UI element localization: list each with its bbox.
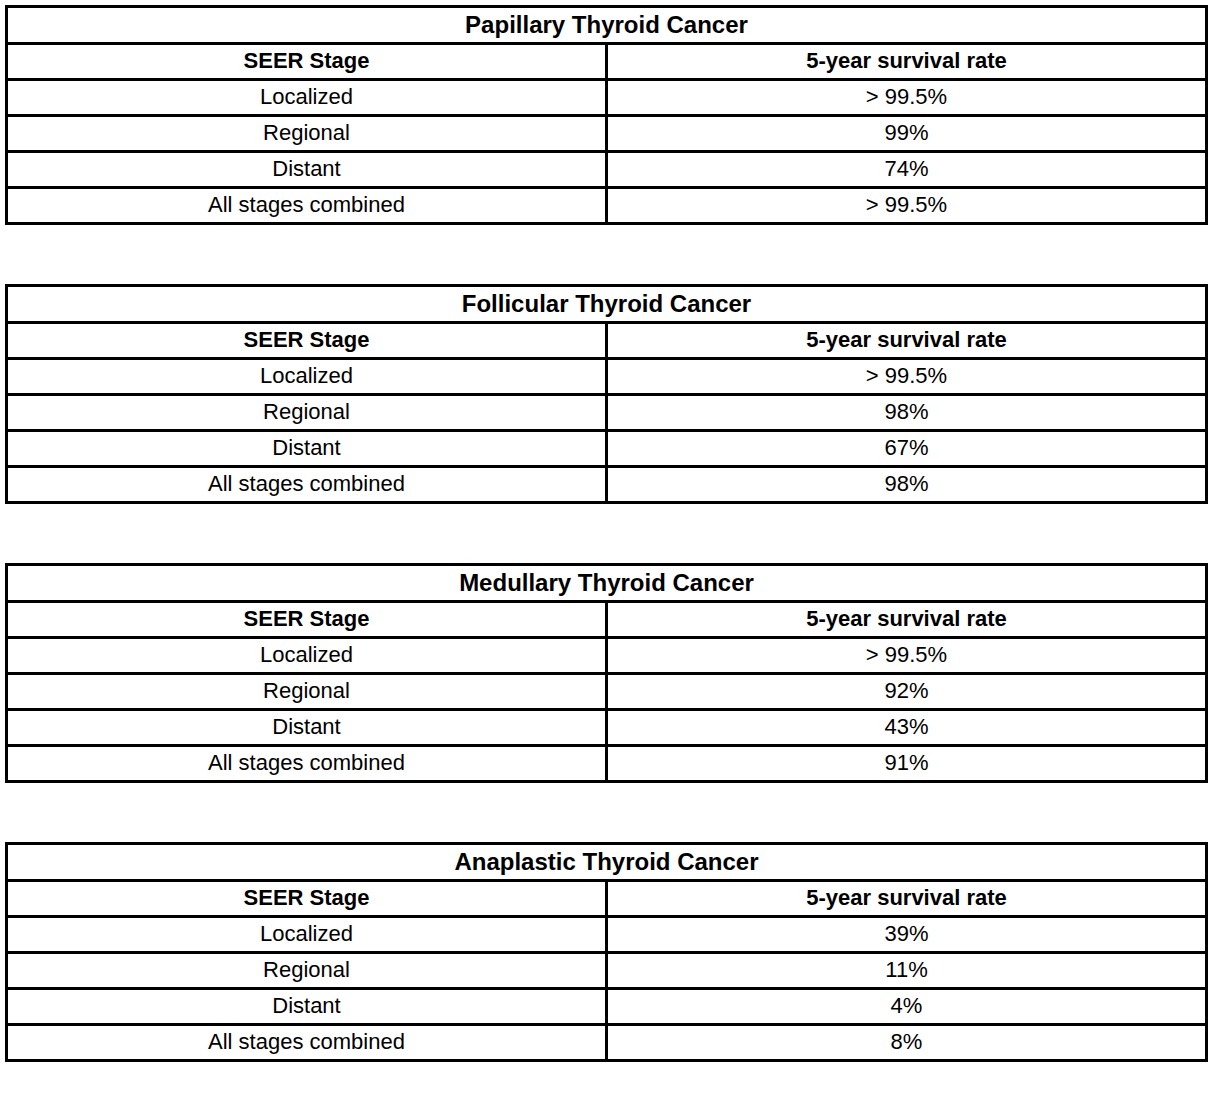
rate-cell: 98% [607,467,1207,503]
table-title: Anaplastic Thyroid Cancer [7,844,1207,881]
rate-cell: > 99.5% [607,188,1207,224]
stage-cell: Regional [7,116,607,152]
table-row: Regional 11% [7,953,1207,989]
stage-cell: All stages combined [7,1025,607,1061]
stage-cell: Distant [7,710,607,746]
table-header-row: SEER Stage 5-year survival rate [7,602,1207,638]
stage-cell: Distant [7,989,607,1025]
table-row: Regional 92% [7,674,1207,710]
table-title: Papillary Thyroid Cancer [7,7,1207,44]
rate-cell: 74% [607,152,1207,188]
stage-column-header: SEER Stage [7,323,607,359]
stage-cell: Localized [7,638,607,674]
document-page: Papillary Thyroid Cancer SEER Stage 5-ye… [0,0,1214,1062]
rate-cell: 99% [607,116,1207,152]
table-title-row: Papillary Thyroid Cancer [7,7,1207,44]
table-row: Regional 99% [7,116,1207,152]
table-row: Regional 98% [7,395,1207,431]
rate-cell: 11% [607,953,1207,989]
rate-cell: 91% [607,746,1207,782]
papillary-thyroid-cancer-table: Papillary Thyroid Cancer SEER Stage 5-ye… [5,5,1208,225]
table-header-row: SEER Stage 5-year survival rate [7,881,1207,917]
stage-cell: Distant [7,431,607,467]
rate-cell: 39% [607,917,1207,953]
rate-column-header: 5-year survival rate [607,323,1207,359]
table-header-row: SEER Stage 5-year survival rate [7,323,1207,359]
stage-cell: All stages combined [7,188,607,224]
table-title-row: Follicular Thyroid Cancer [7,286,1207,323]
stage-cell: Regional [7,953,607,989]
rate-cell: 98% [607,395,1207,431]
rate-cell: > 99.5% [607,638,1207,674]
anaplastic-thyroid-cancer-table: Anaplastic Thyroid Cancer SEER Stage 5-y… [5,842,1208,1062]
table-title: Medullary Thyroid Cancer [7,565,1207,602]
table-row: Localized > 99.5% [7,359,1207,395]
table-row: Localized > 99.5% [7,638,1207,674]
table-row: Distant 67% [7,431,1207,467]
rate-cell: 67% [607,431,1207,467]
table-row: Localized > 99.5% [7,80,1207,116]
table-title: Follicular Thyroid Cancer [7,286,1207,323]
stage-column-header: SEER Stage [7,881,607,917]
stage-cell: Localized [7,80,607,116]
table-title-row: Medullary Thyroid Cancer [7,565,1207,602]
table-row: Localized 39% [7,917,1207,953]
rate-column-header: 5-year survival rate [607,44,1207,80]
follicular-thyroid-cancer-table: Follicular Thyroid Cancer SEER Stage 5-y… [5,284,1208,504]
stage-cell: Localized [7,359,607,395]
stage-cell: Localized [7,917,607,953]
stage-column-header: SEER Stage [7,44,607,80]
rate-cell: 4% [607,989,1207,1025]
stage-cell: Regional [7,674,607,710]
medullary-thyroid-cancer-table: Medullary Thyroid Cancer SEER Stage 5-ye… [5,563,1208,783]
table-row: All stages combined > 99.5% [7,188,1207,224]
rate-cell: > 99.5% [607,359,1207,395]
table-row: All stages combined 8% [7,1025,1207,1061]
rate-cell: > 99.5% [607,80,1207,116]
table-row: All stages combined 98% [7,467,1207,503]
rate-column-header: 5-year survival rate [607,602,1207,638]
rate-cell: 8% [607,1025,1207,1061]
stage-cell: Regional [7,395,607,431]
table-title-row: Anaplastic Thyroid Cancer [7,844,1207,881]
rate-cell: 92% [607,674,1207,710]
table-header-row: SEER Stage 5-year survival rate [7,44,1207,80]
table-row: Distant 4% [7,989,1207,1025]
stage-column-header: SEER Stage [7,602,607,638]
table-row: All stages combined 91% [7,746,1207,782]
stage-cell: All stages combined [7,746,607,782]
rate-cell: 43% [607,710,1207,746]
rate-column-header: 5-year survival rate [607,881,1207,917]
stage-cell: Distant [7,152,607,188]
table-row: Distant 74% [7,152,1207,188]
table-row: Distant 43% [7,710,1207,746]
stage-cell: All stages combined [7,467,607,503]
